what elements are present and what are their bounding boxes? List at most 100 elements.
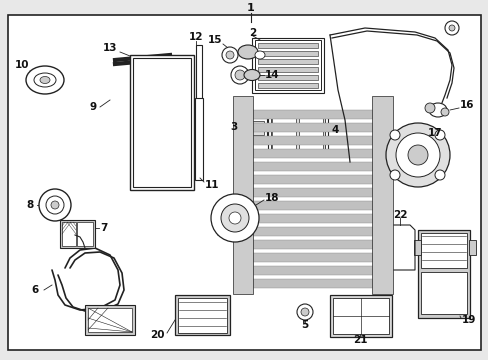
Circle shape	[448, 25, 454, 31]
Text: 12: 12	[188, 32, 203, 42]
Bar	[413, 240, 420, 255]
Bar	[371, 96, 392, 294]
Circle shape	[221, 204, 248, 232]
Bar	[130, 55, 194, 190]
Ellipse shape	[428, 103, 446, 117]
Bar	[175, 295, 229, 335]
Bar	[468, 240, 475, 255]
Text: 17: 17	[427, 128, 442, 138]
Ellipse shape	[34, 73, 56, 87]
Text: 5: 5	[301, 320, 308, 330]
Bar	[420, 272, 466, 314]
Bar	[240, 162, 384, 171]
Bar	[258, 75, 317, 80]
Bar	[85, 305, 135, 335]
Bar	[258, 83, 317, 88]
Bar	[62, 222, 76, 246]
Bar	[178, 298, 226, 333]
Bar	[240, 214, 384, 223]
Circle shape	[296, 304, 312, 320]
Circle shape	[434, 170, 444, 180]
Circle shape	[389, 170, 399, 180]
Circle shape	[39, 189, 71, 221]
Bar	[240, 266, 384, 275]
Circle shape	[225, 51, 234, 59]
Bar	[88, 308, 132, 332]
Bar	[240, 136, 384, 145]
Text: 4: 4	[331, 125, 339, 135]
Text: 16: 16	[459, 100, 473, 110]
Bar	[231, 95, 393, 295]
Bar	[298, 116, 323, 150]
Text: 20: 20	[150, 330, 164, 340]
Bar	[196, 45, 202, 145]
Circle shape	[210, 194, 259, 242]
Text: 8: 8	[27, 200, 34, 210]
Bar	[267, 112, 327, 154]
Bar	[60, 220, 95, 248]
Text: 21: 21	[352, 335, 366, 345]
Bar	[240, 175, 384, 184]
Circle shape	[407, 145, 427, 165]
Text: 14: 14	[264, 70, 279, 80]
Bar	[244, 118, 266, 138]
Circle shape	[230, 66, 248, 84]
Bar	[195, 98, 203, 180]
Bar	[77, 222, 93, 246]
Bar	[254, 40, 320, 90]
Bar	[232, 96, 252, 294]
Circle shape	[51, 201, 59, 209]
Text: 6: 6	[31, 285, 39, 295]
Bar	[420, 233, 466, 268]
Bar	[240, 110, 384, 119]
Ellipse shape	[40, 77, 50, 84]
Circle shape	[424, 103, 434, 113]
Text: 1: 1	[246, 3, 254, 13]
Bar	[258, 43, 317, 48]
Text: 18: 18	[264, 193, 279, 203]
Bar	[240, 201, 384, 210]
Circle shape	[434, 130, 444, 140]
Circle shape	[235, 70, 244, 80]
Bar	[251, 38, 324, 93]
Text: 13: 13	[102, 43, 117, 53]
Circle shape	[301, 308, 308, 316]
Text: 9: 9	[90, 102, 97, 112]
Bar	[85, 25, 264, 190]
Text: 10: 10	[15, 60, 29, 70]
Ellipse shape	[26, 66, 64, 94]
Circle shape	[228, 212, 241, 224]
Ellipse shape	[238, 45, 258, 59]
Ellipse shape	[244, 69, 260, 81]
Ellipse shape	[254, 51, 264, 59]
Bar	[240, 227, 384, 236]
Bar	[240, 123, 384, 132]
Bar	[271, 116, 295, 150]
Circle shape	[46, 196, 64, 214]
Bar	[240, 279, 384, 288]
Bar	[329, 295, 391, 337]
Circle shape	[222, 47, 238, 63]
Text: 15: 15	[207, 35, 222, 45]
Bar	[247, 121, 264, 135]
Text: 3: 3	[230, 122, 238, 132]
Bar	[240, 188, 384, 197]
Bar	[270, 115, 325, 151]
Bar	[240, 253, 384, 262]
Text: 22: 22	[392, 210, 407, 220]
Bar	[240, 240, 384, 249]
Bar	[240, 149, 384, 158]
Bar	[258, 59, 317, 64]
Circle shape	[440, 108, 448, 116]
Circle shape	[395, 133, 439, 177]
Text: 7: 7	[100, 223, 107, 233]
Bar	[417, 230, 469, 318]
Text: 19: 19	[461, 315, 475, 325]
Text: 2: 2	[249, 28, 256, 38]
Bar	[332, 298, 388, 334]
Bar	[133, 58, 191, 187]
Circle shape	[385, 123, 449, 187]
Bar	[258, 67, 317, 72]
Circle shape	[389, 130, 399, 140]
Bar	[258, 51, 317, 56]
